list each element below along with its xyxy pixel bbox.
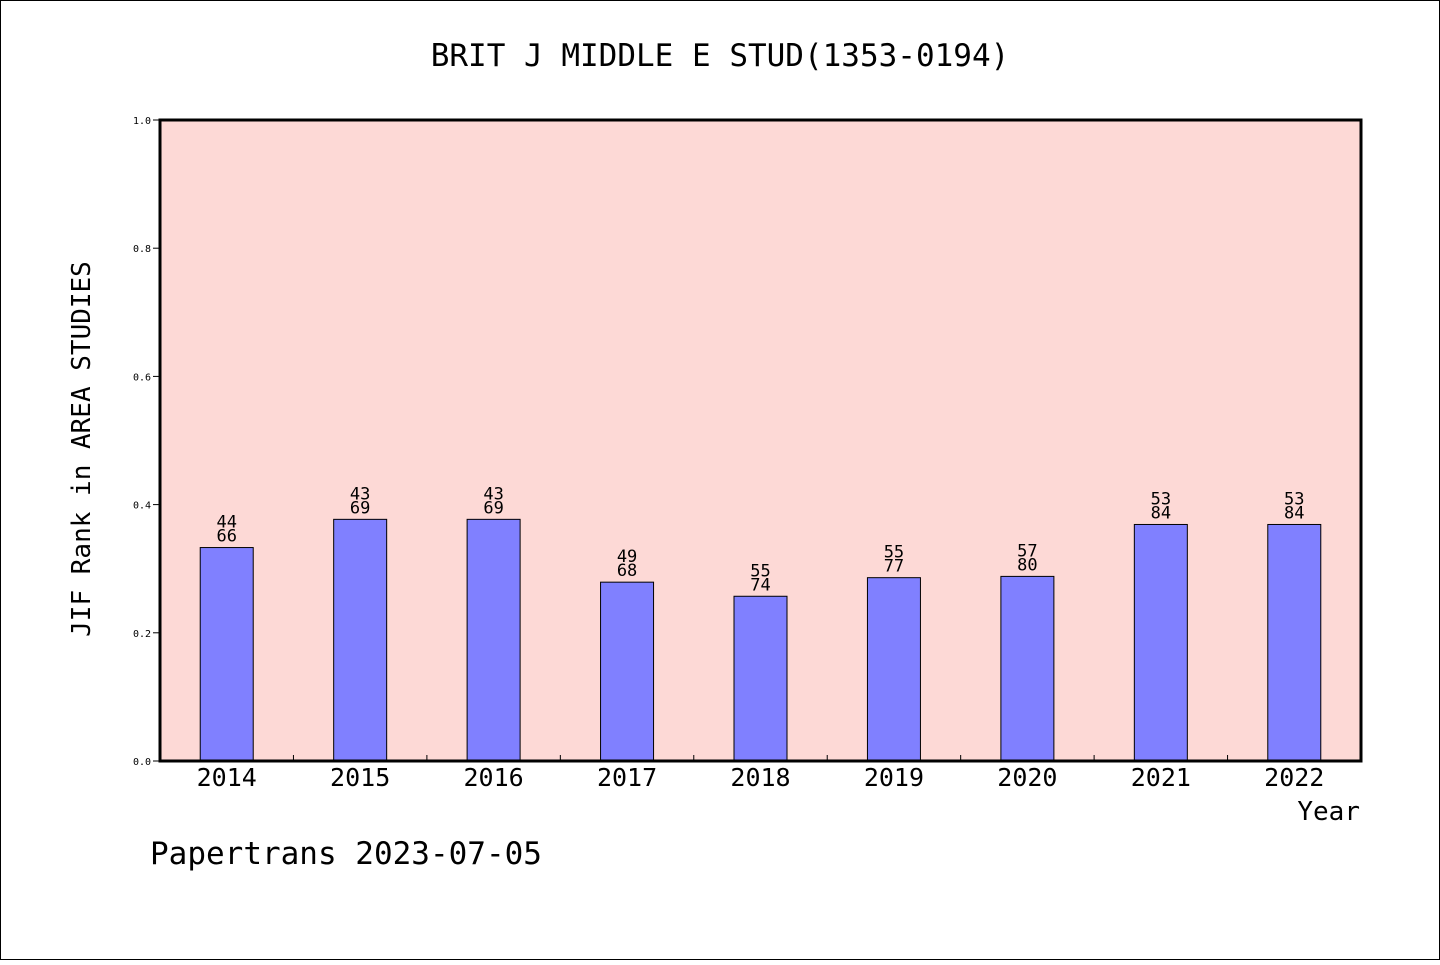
bar-rank-label: 43 — [483, 484, 503, 504]
bar-total-label: 77 — [884, 557, 904, 577]
bar-total-label: 66 — [216, 527, 236, 547]
y-tick-label: 0.2 — [133, 629, 151, 640]
bar-total-label: 84 — [1284, 503, 1304, 523]
bar-total-label: 74 — [750, 575, 770, 595]
bars — [199, 518, 1322, 762]
x-tick-label: 2017 — [597, 763, 657, 792]
x-tick-label: 2019 — [864, 763, 924, 792]
bar-rank-label: 43 — [350, 484, 370, 504]
bar — [1133, 523, 1188, 762]
x-tick-label: 2021 — [1131, 763, 1191, 792]
footer-credit: Papertrans 2023-07-05 — [150, 836, 542, 872]
y-tick-label: 0.8 — [133, 244, 151, 255]
bar-rank-label: 53 — [1284, 489, 1304, 509]
bar — [199, 547, 254, 762]
bar-rank-label: 55 — [884, 543, 904, 563]
bar-rank-label: 53 — [1151, 489, 1171, 509]
y-tick-label: 0.0 — [133, 757, 151, 768]
y-tick-label: 0.4 — [133, 501, 151, 512]
bar-total-label: 84 — [1151, 503, 1171, 523]
y-axis-label: JIF Rank in AREA STUDIES — [67, 261, 97, 637]
bar — [466, 518, 521, 762]
x-tick-label: 2014 — [197, 763, 257, 792]
bar-rank-label: 44 — [216, 513, 236, 533]
bar-rank-label: 57 — [1017, 541, 1037, 561]
bar — [600, 581, 655, 762]
x-tick-label: 2020 — [997, 763, 1057, 792]
bar-rank-label: 49 — [617, 547, 637, 567]
bar-total-label: 68 — [617, 561, 637, 581]
plot-frame — [158, 118, 1363, 763]
bar-total-label: 80 — [1017, 555, 1037, 575]
bar — [866, 577, 921, 762]
bar — [1267, 523, 1322, 762]
y-tick-label: 0.6 — [133, 372, 151, 383]
chart-title: BRIT J MIDDLE E STUD(1353-0194) — [431, 38, 1010, 74]
y-tick-label: 1.0 — [133, 116, 151, 127]
bar — [333, 518, 388, 762]
x-tick-label: 2016 — [464, 763, 524, 792]
x-tick-label: 2015 — [330, 763, 390, 792]
x-tick-label: 2018 — [730, 763, 790, 792]
bar-rank-label: 55 — [750, 561, 770, 581]
bar-total-label: 69 — [483, 498, 503, 518]
x-axis-label: Year — [1297, 797, 1360, 827]
bar — [1000, 575, 1055, 762]
x-tick-label: 2022 — [1264, 763, 1324, 792]
bar — [733, 595, 788, 762]
bar-total-label: 69 — [350, 498, 370, 518]
x-axis-labels: 2014 2015 2016 2017 2018 2019 2020 2021 2022 — [197, 763, 1325, 792]
